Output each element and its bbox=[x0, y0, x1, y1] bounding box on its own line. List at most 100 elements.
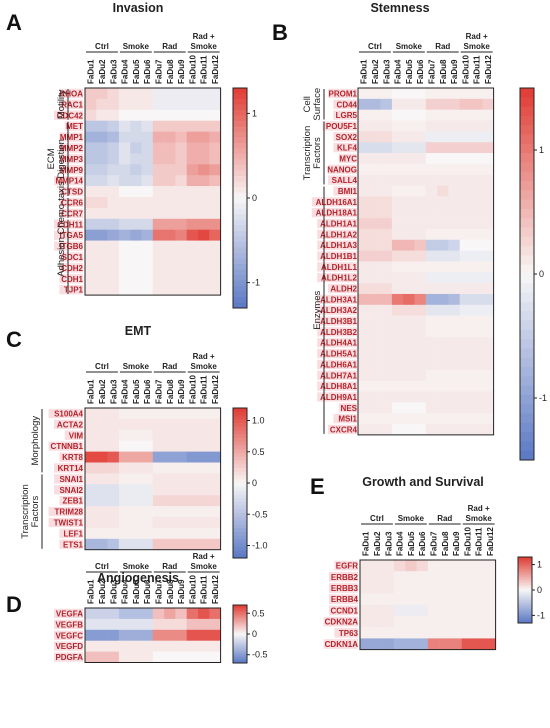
category-label-line2: Digestion bbox=[56, 139, 67, 179]
heatmap-cell bbox=[425, 424, 438, 436]
heatmap-cell bbox=[425, 272, 438, 284]
column-label: FaDu2 bbox=[98, 379, 107, 404]
heatmap-cell bbox=[198, 229, 210, 241]
heatmap-cell bbox=[107, 495, 120, 507]
heatmap-cell bbox=[403, 88, 415, 100]
heatmap-cell bbox=[405, 560, 417, 572]
heatmap-cell bbox=[198, 473, 210, 485]
heatmap-cell bbox=[448, 218, 460, 230]
heatmap-cell bbox=[152, 651, 165, 663]
row-label: RAC1 bbox=[61, 100, 83, 109]
colorbar-segment bbox=[233, 657, 247, 660]
group-label: Rad bbox=[162, 362, 177, 371]
colorbar-segment bbox=[520, 255, 534, 266]
heatmap-cell bbox=[482, 120, 494, 132]
heatmap-cell bbox=[484, 616, 496, 628]
heatmap-cell bbox=[414, 283, 427, 295]
heatmap-cell bbox=[414, 250, 427, 262]
row-label: VEGFA bbox=[56, 609, 83, 618]
heatmap-cell bbox=[369, 163, 381, 176]
colorbar-segment bbox=[518, 619, 532, 622]
row-label-highlight bbox=[328, 88, 357, 99]
heatmap-cell bbox=[371, 593, 383, 606]
heatmap-cell bbox=[107, 88, 120, 100]
colorbar-tick-label: 0 bbox=[537, 585, 542, 595]
colorbar-segment bbox=[233, 423, 247, 428]
colorbar-segment bbox=[518, 594, 532, 597]
heatmap-cell bbox=[85, 451, 97, 463]
heatmap-cell bbox=[164, 273, 176, 285]
heatmap-cell bbox=[164, 131, 176, 143]
heatmap-cell bbox=[448, 88, 460, 100]
heatmap-cell bbox=[209, 462, 221, 474]
heatmap-cell bbox=[482, 207, 494, 219]
row-label: ALDH8A1 bbox=[320, 382, 357, 391]
colorbar-segment bbox=[518, 588, 532, 591]
heatmap-cell bbox=[198, 131, 210, 143]
heatmap-cell bbox=[450, 627, 462, 639]
heatmap-cell bbox=[164, 153, 176, 165]
chart-title: EMT bbox=[125, 324, 152, 338]
heatmap-cell bbox=[369, 131, 381, 143]
heatmap-cell bbox=[459, 142, 472, 154]
heatmap-cell bbox=[141, 262, 154, 274]
heatmap-cell bbox=[96, 175, 108, 187]
colorbar-segment bbox=[233, 647, 247, 649]
heatmap-cell bbox=[152, 462, 165, 474]
colorbar-segment bbox=[233, 137, 247, 144]
heatmap-cell bbox=[85, 142, 97, 154]
heatmap-cell bbox=[369, 153, 381, 165]
heatmap-cell bbox=[152, 175, 165, 187]
heatmap-cell bbox=[152, 197, 165, 209]
column-label: FaDu3 bbox=[109, 379, 118, 404]
heatmap-cell bbox=[380, 196, 393, 208]
heatmap-cell bbox=[85, 153, 97, 165]
heatmap-cell bbox=[471, 359, 483, 371]
heatmap-cell bbox=[358, 359, 370, 371]
heatmap-cell bbox=[209, 120, 221, 132]
heatmap-cell bbox=[380, 239, 393, 251]
category-label: Cell bbox=[302, 96, 313, 112]
colorbar-segment bbox=[518, 566, 532, 569]
colorbar-segment bbox=[520, 162, 534, 173]
heatmap-cell bbox=[425, 250, 438, 262]
heatmap-cell bbox=[130, 451, 142, 463]
heatmap-cell bbox=[152, 517, 165, 529]
heatmap-cell bbox=[382, 604, 395, 617]
heatmap-cell bbox=[141, 462, 154, 474]
category-label: Enzymes bbox=[312, 290, 323, 329]
heatmap-cell bbox=[130, 418, 142, 431]
heatmap-cell bbox=[152, 120, 165, 132]
heatmap-cell bbox=[461, 593, 474, 606]
heatmap-cell bbox=[403, 369, 415, 381]
colorbar-segment bbox=[233, 609, 247, 612]
colorbar-segment bbox=[520, 274, 534, 284]
row-label: ERBB4 bbox=[331, 595, 359, 604]
row-label-highlight bbox=[54, 463, 83, 473]
colorbar-segment bbox=[520, 125, 534, 135]
column-label: FaDu2 bbox=[373, 531, 382, 556]
heatmap-cell bbox=[369, 250, 381, 262]
row-label: ALDH1L2 bbox=[321, 274, 358, 283]
heatmap-cell bbox=[130, 527, 142, 540]
heatmap-cell bbox=[391, 218, 404, 230]
heatmap-cell bbox=[152, 538, 165, 550]
colorbar-segment bbox=[233, 236, 247, 243]
heatmap-cell bbox=[118, 186, 131, 198]
row-label: TJP1 bbox=[64, 286, 84, 295]
heatmap-cell bbox=[85, 408, 97, 420]
heatmap-cell bbox=[209, 629, 221, 641]
row-label: CDH11 bbox=[57, 220, 83, 229]
heatmap-cell bbox=[391, 337, 404, 349]
heatmap-cell bbox=[425, 337, 438, 349]
colorbar-segment bbox=[520, 367, 534, 377]
heatmap-cell bbox=[425, 315, 438, 327]
heatmap-cell bbox=[425, 185, 438, 197]
heatmap-cell bbox=[358, 228, 370, 241]
column-label: FaDu4 bbox=[121, 579, 130, 604]
heatmap-cell bbox=[198, 120, 210, 132]
heatmap-cell bbox=[141, 98, 154, 111]
heatmap-cell bbox=[186, 186, 199, 198]
colorbar-segment bbox=[233, 220, 247, 226]
colorbar-segment bbox=[233, 660, 247, 662]
